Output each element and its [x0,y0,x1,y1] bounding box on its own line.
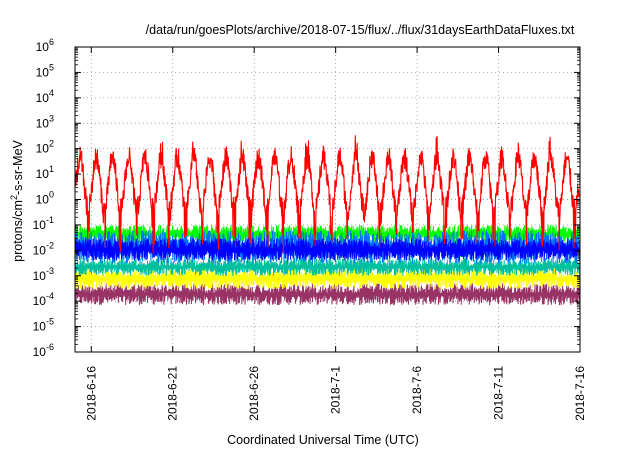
x-tick-label: 2018-6-16 [84,366,98,421]
y-axis-label-rest: -s-sr-MeV [11,139,25,195]
x-tick-label: 2018-7-6 [410,366,424,414]
axis-layer: 10-6 10-5 10-4 10-3 10-2 10-1 100 101 102 103 104 1… [33,37,587,421]
y-tick-label: 10-2 [33,240,54,257]
series-layer [75,135,580,306]
y-axis-label-main: protons/cm [11,200,25,262]
y-tick-label: 103 [36,113,54,130]
chart-title: /data/run/goesPlots/archive/2018-07-15/f… [146,23,575,37]
x-tick-label: 2018-7-1 [329,366,343,414]
y-axis-label-exponent: 2 [9,195,19,200]
x-axis-label: Coordinated Universal Time (UTC) [227,433,419,447]
x-tick-label: 2018-6-21 [166,366,180,421]
y-tick-label: 102 [36,139,54,156]
x-tick-label: 2018-6-26 [247,366,261,421]
y-tick-label: 100 [36,190,54,207]
flux-series-0 [75,135,580,254]
y-tick-label: 10-6 [33,342,54,359]
x-tick-label: 2018-7-11 [492,366,506,420]
y-tick-label: 106 [36,37,54,54]
y-tick-label: 105 [36,62,54,79]
flux-series-3 [75,238,580,261]
y-tick-label: 10-1 [33,215,54,232]
y-axis-label: protons/cm2-s-sr-MeV [9,139,25,261]
x-tick-label: 2018-7-16 [573,366,587,421]
flux-series-6 [75,283,580,306]
flux-series-4 [75,257,580,276]
y-tick-label: 10-3 [33,266,54,283]
y-tick-label: 10-5 [33,317,54,334]
y-tick-label: 10-4 [33,291,54,308]
flux-series-5 [75,268,580,290]
y-tick-label: 104 [36,88,54,105]
y-tick-label: 101 [36,164,54,181]
